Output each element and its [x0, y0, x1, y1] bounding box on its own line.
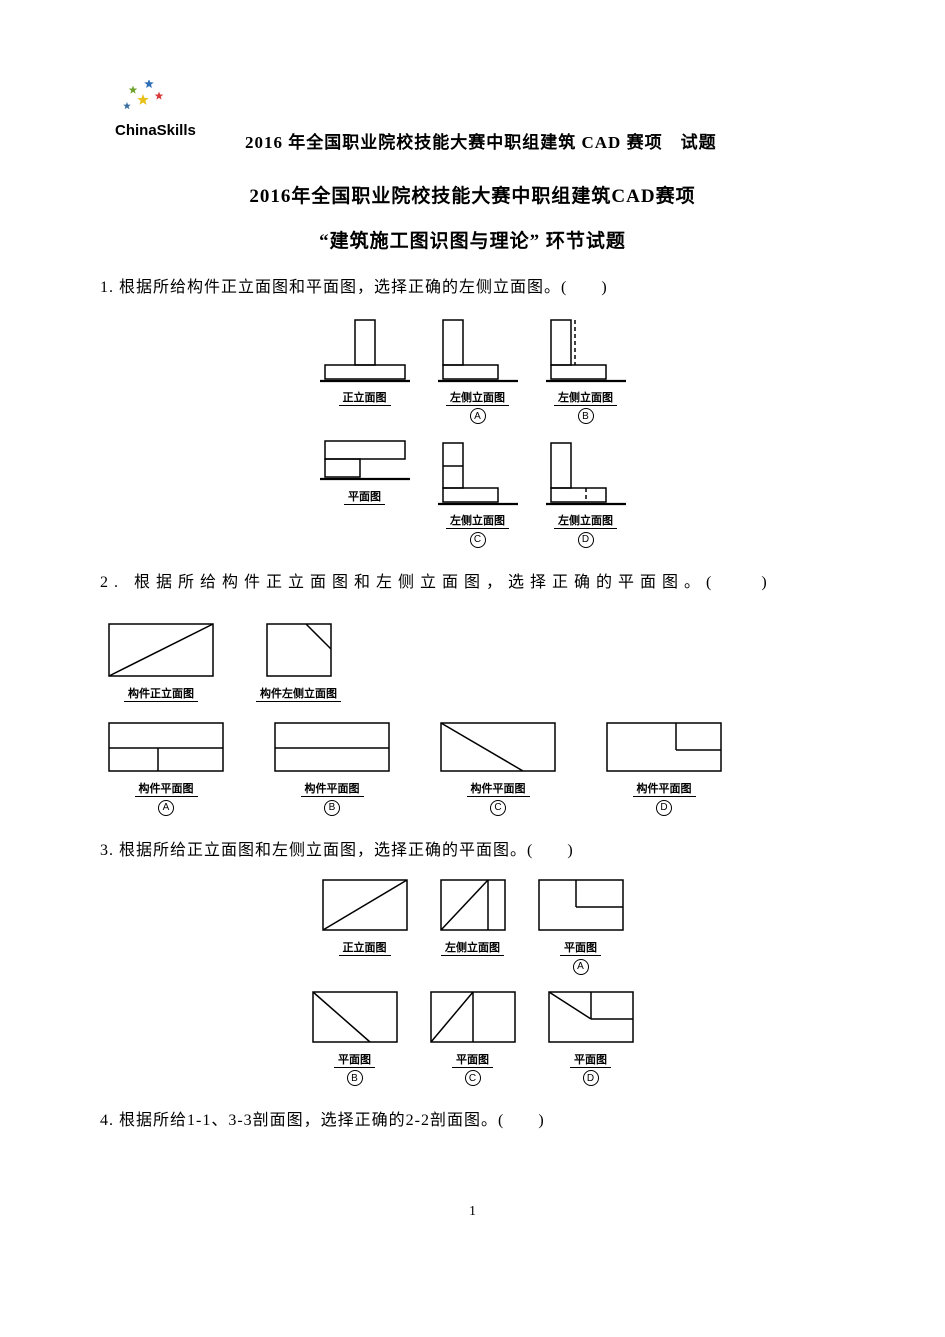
question-1: 1. 根据所给构件正立面图和平面图，选择正确的左侧立面图。( ) [100, 275, 845, 301]
figure-cell: 正立面图 [320, 315, 410, 425]
q3-row2: 平面图 B 平面图 C 平面图 D [100, 989, 845, 1087]
figure-label: 左侧立面图 [554, 512, 617, 529]
option-letter: C [490, 799, 506, 816]
option-letter: D [583, 1070, 599, 1087]
figure-cell: 左侧立面图 B [546, 315, 626, 425]
q2-opts: 构件平面图 A 构件平面图 B 构件平面图 C 构件平面图 D [106, 720, 845, 816]
question-3: 3. 根据所给正立面图和左侧立面图，选择正确的平面图。( ) [100, 838, 845, 864]
header-right: 试题 [681, 133, 717, 152]
figure-cell: 构件平面图 B [272, 720, 392, 816]
page-number: 1 [100, 1204, 845, 1220]
figure-label: 构件左侧立面图 [256, 685, 341, 702]
figure-label: 平面图 [334, 1051, 375, 1068]
figure-cell: 正立面图 [320, 877, 410, 975]
figure-cell: 构件平面图 C [438, 720, 558, 816]
figure-label: 平面图 [560, 939, 601, 956]
figure-label: 平面图 [452, 1051, 493, 1068]
figure-cell: 平面图 [320, 438, 410, 548]
page: ChinaSkills 2016 年全国职业院校技能大赛中职组建筑 CAD 赛项… [0, 0, 945, 1280]
figure-label: 正立面图 [339, 389, 391, 406]
logo-block: ChinaSkills [115, 80, 196, 139]
figure-label: 平面图 [570, 1051, 611, 1068]
question-2: 2. 根据所给构件正立面图和左侧立面图，选择正确的平面图。( ) [100, 570, 845, 596]
logo-text: ChinaSkills [115, 122, 196, 139]
figure-label: 正立面图 [339, 939, 391, 956]
option-letter: B [347, 1070, 363, 1087]
option-letter: B [324, 799, 340, 816]
figure-label: 构件平面图 [135, 780, 198, 797]
option-letter: A [158, 799, 174, 816]
figure-label: 构件平面图 [301, 780, 364, 797]
q1-row1: 正立面图 左侧立面图 A 左侧立面图 B [100, 315, 845, 425]
figure-label: 左侧立面图 [441, 939, 504, 956]
figure-cell: 构件平面图 A [106, 720, 226, 816]
question-4: 4. 根据所给1-1、3-3剖面图，选择正确的2-2剖面图。( ) [100, 1108, 845, 1134]
figure-cell: 构件左侧立面图 [256, 621, 341, 702]
option-letter: C [465, 1070, 481, 1087]
figure-cell: 构件平面图 D [604, 720, 724, 816]
figure-label: 左侧立面图 [446, 512, 509, 529]
figure-label: 构件平面图 [633, 780, 696, 797]
figure-label: 平面图 [344, 488, 385, 505]
option-letter: C [470, 531, 486, 548]
q3-row1: 正立面图 左侧立面图 平面图 A [100, 877, 845, 975]
figure-cell: 左侧立面图 D [546, 438, 626, 548]
option-letter: A [573, 958, 589, 975]
figure-label: 构件正立面图 [124, 685, 198, 702]
figure-cell: 左侧立面图 C [438, 438, 518, 548]
option-letter: B [578, 408, 594, 425]
figure-cell: 左侧立面图 [438, 877, 508, 975]
figure-label: 左侧立面图 [554, 389, 617, 406]
figure-cell: 平面图 C [428, 989, 518, 1087]
q2-top: 构件正立面图 构件左侧立面图 [106, 621, 845, 702]
header-line: 2016 年全国职业院校技能大赛中职组建筑 CAD 赛项试题 [245, 128, 845, 153]
title-main: 2016年全国职业院校技能大赛中职组建筑CAD赛项 [100, 181, 845, 208]
figure-label: 左侧立面图 [446, 389, 509, 406]
figure-cell: 平面图 B [310, 989, 400, 1087]
option-letter: A [470, 408, 486, 425]
header-left: 2016 年全国职业院校技能大赛中职组建筑 CAD 赛项 [245, 133, 663, 152]
figure-cell: 平面图 D [546, 989, 636, 1087]
figure-cell: 构件正立面图 [106, 621, 216, 702]
figure-cell: 左侧立面图 A [438, 315, 518, 425]
title-sub: “建筑施工图识图与理论” 环节试题 [100, 226, 845, 253]
figure-cell: 平面图 A [536, 877, 626, 975]
option-letter: D [578, 531, 594, 548]
logo-stars [115, 80, 175, 120]
figure-label: 构件平面图 [467, 780, 530, 797]
q1-row2: 平面图 左侧立面图 C 左侧立面图 D [100, 438, 845, 548]
option-letter: D [656, 799, 672, 816]
